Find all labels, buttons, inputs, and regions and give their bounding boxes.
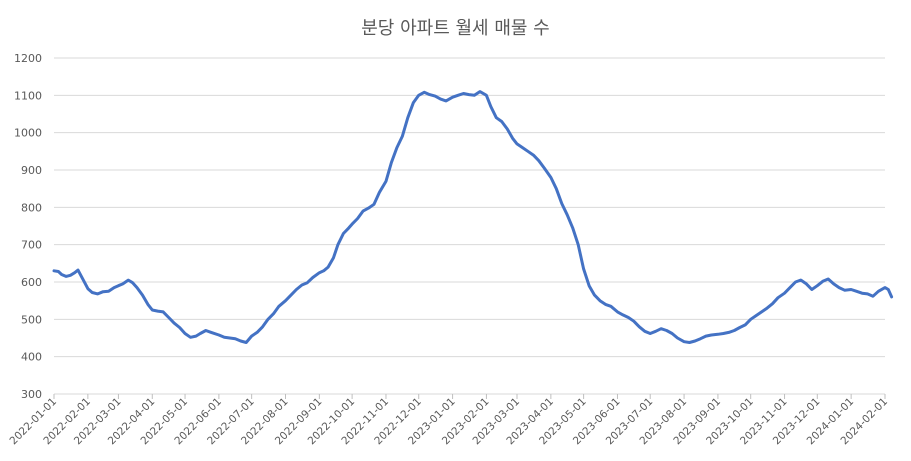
y-tick-label: 1200 [14, 52, 42, 65]
y-tick-label: 900 [21, 164, 42, 177]
series-line [52, 90, 894, 344]
series-layer [52, 90, 894, 344]
y-tick-label: 600 [21, 276, 42, 289]
y-axis-tick-labels: 300 400 500 600 700 800 900 1000 1100 1200 [14, 52, 42, 401]
y-tick-label: 800 [21, 201, 42, 214]
y-tick-label: 500 [21, 313, 42, 326]
y-tick-label: 300 [21, 388, 42, 401]
y-tick-label: 400 [21, 351, 42, 364]
y-tick-label: 700 [21, 239, 42, 252]
y-tick-label: 1100 [14, 89, 42, 102]
y-tick-label: 1000 [14, 127, 42, 140]
chart-title: 분당 아파트 월세 매물 수 [361, 18, 550, 39]
